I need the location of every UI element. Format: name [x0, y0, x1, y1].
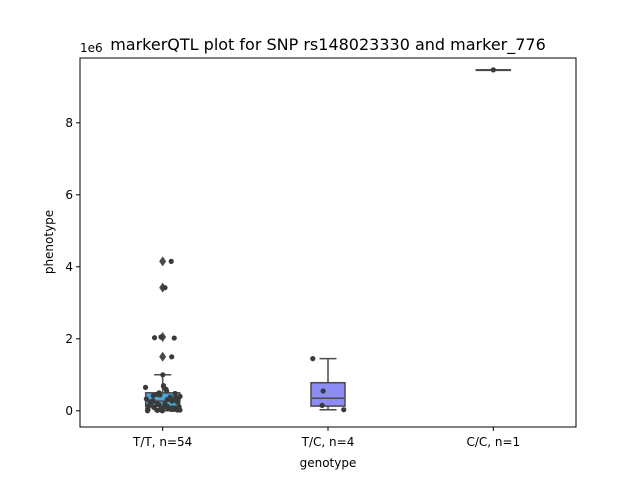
data-point: [172, 390, 178, 397]
data-point: [157, 392, 163, 398]
box-group: [310, 357, 346, 411]
data-point: [151, 335, 158, 341]
data-point: [490, 67, 496, 73]
data-point: [310, 356, 316, 362]
data-point: [171, 335, 177, 341]
chart-title: markerQTL plot for SNP rs148023330 and m…: [110, 35, 546, 55]
data-point: [168, 258, 174, 264]
y-tick-label: 4: [65, 260, 73, 274]
data-point: [143, 396, 149, 402]
box: [310, 381, 346, 407]
data-point: [162, 285, 168, 291]
data-point: [142, 384, 149, 390]
data-point: [160, 372, 166, 378]
data-point: [164, 388, 170, 394]
x-tick-label: C/C, n=1: [466, 435, 520, 449]
x-axis-label: genotype: [300, 456, 357, 470]
data-point: [319, 402, 325, 408]
data-point: [158, 334, 164, 340]
data-point: [156, 402, 162, 408]
data-point: [144, 408, 151, 414]
data-point: [174, 407, 180, 413]
strip-points: [142, 258, 183, 414]
y-offset-label: 1e6: [80, 41, 103, 55]
data-point: [164, 397, 170, 403]
data-point: [159, 408, 165, 414]
x-axis: T/T, n=54 T/C, n=4 C/C, n=1: [132, 427, 520, 449]
outlier-marker: [159, 256, 167, 267]
y-tick-label: 6: [65, 188, 73, 202]
data-point: [320, 388, 326, 394]
y-axis: 0 2 4 6 8: [65, 116, 80, 418]
x-tick-label: T/T, n=54: [132, 435, 192, 449]
data-point: [168, 406, 174, 412]
y-tick-label: 8: [65, 116, 73, 130]
outlier-marker: [159, 351, 167, 362]
x-tick-label: T/C, n=4: [301, 435, 355, 449]
data-point: [341, 407, 347, 413]
data-point: [150, 393, 156, 399]
y-axis-label: phenotype: [42, 210, 56, 274]
data-point: [169, 398, 175, 404]
y-tick-label: 2: [65, 332, 73, 346]
strip-points: [310, 356, 347, 413]
y-tick-label: 0: [65, 404, 73, 418]
data-point: [169, 354, 175, 360]
data-point: [154, 407, 160, 414]
plot-area: [142, 67, 512, 414]
data-point: [174, 399, 180, 405]
strip-points: [490, 67, 496, 73]
